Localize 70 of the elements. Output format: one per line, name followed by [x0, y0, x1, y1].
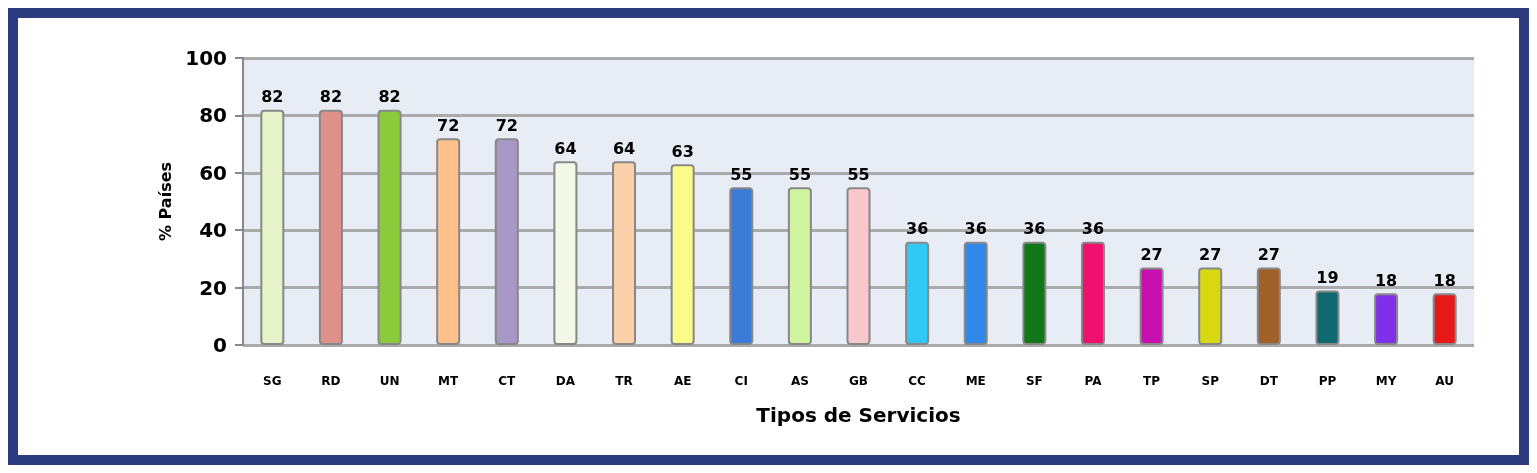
data-label: 27: [1199, 245, 1222, 265]
x-tick-label: AU: [1435, 374, 1455, 388]
data-label: 82: [319, 87, 343, 107]
bar: [1139, 267, 1164, 345]
data-label: 36: [1023, 219, 1046, 239]
data-label: 36: [1081, 219, 1105, 239]
x-tick-label: ME: [965, 374, 986, 388]
x-tick-label: SG: [263, 374, 282, 388]
y-axis-title: % Países: [155, 161, 175, 242]
data-label: 27: [1140, 245, 1163, 265]
bar: [1080, 241, 1105, 345]
bar: [318, 109, 343, 345]
x-axis-title: Tipos de Servicios: [756, 403, 961, 427]
bar: [436, 138, 461, 345]
x-tick-label: UN: [379, 374, 400, 388]
bar: [670, 164, 695, 345]
x-tick-label: PP: [1318, 374, 1337, 388]
data-label: 36: [964, 219, 987, 239]
y-tick-label: 40: [199, 218, 227, 243]
data-label: 36: [905, 219, 929, 239]
y-tick-label: 80: [199, 103, 227, 128]
bar: [963, 241, 988, 345]
x-tick-label: RD: [321, 374, 341, 388]
bar: [787, 187, 812, 345]
x-tick-label: TP: [1143, 374, 1161, 388]
bar: [905, 241, 930, 345]
x-tick-label: CC: [908, 374, 927, 388]
bar: [1256, 267, 1281, 345]
data-label: 19: [1316, 267, 1339, 287]
x-tick-label: PA: [1084, 374, 1103, 388]
x-tick-label: MY: [1375, 374, 1397, 388]
y-tick-label: 20: [199, 275, 227, 300]
x-tick-label: SF: [1025, 374, 1043, 388]
x-tick-label: AE: [673, 374, 692, 388]
bar: [729, 187, 754, 345]
data-label: 64: [554, 138, 577, 158]
x-tick-label: TR: [615, 374, 633, 388]
bar: [494, 138, 519, 345]
bar: [1022, 241, 1047, 345]
x-tick-label: DT: [1259, 374, 1279, 388]
data-label: 55: [847, 164, 870, 184]
data-label: 82: [378, 87, 401, 107]
x-tick-label: GB: [849, 374, 868, 388]
x-tick-label: MT: [438, 374, 460, 388]
x-tick-label: CT: [498, 374, 517, 388]
data-label: 55: [730, 164, 753, 184]
bar: [377, 109, 402, 345]
x-tick-label: DA: [555, 374, 576, 388]
bar: [1315, 290, 1340, 345]
data-label: 63: [671, 141, 694, 161]
bar: [1198, 267, 1223, 345]
data-label: 27: [1257, 245, 1280, 265]
x-tick-label: AS: [790, 374, 809, 388]
data-label: 72: [437, 115, 460, 135]
data-label: 64: [612, 138, 636, 158]
bar: [1374, 293, 1399, 345]
y-tick-label: 0: [213, 333, 227, 357]
x-tick-label: CI: [734, 374, 748, 388]
bar: [1432, 293, 1457, 345]
y-tick-label: 100: [185, 46, 227, 70]
bar: [260, 109, 285, 345]
bar: [612, 161, 637, 345]
data-label: 18: [1433, 270, 1456, 290]
y-tick-label: 60: [199, 160, 227, 185]
x-tick-label: SP: [1201, 374, 1220, 388]
data-label: 82: [261, 87, 284, 107]
data-label: 55: [788, 164, 812, 184]
bar: [846, 187, 871, 345]
data-label: 72: [495, 115, 518, 135]
data-label: 18: [1374, 270, 1398, 290]
